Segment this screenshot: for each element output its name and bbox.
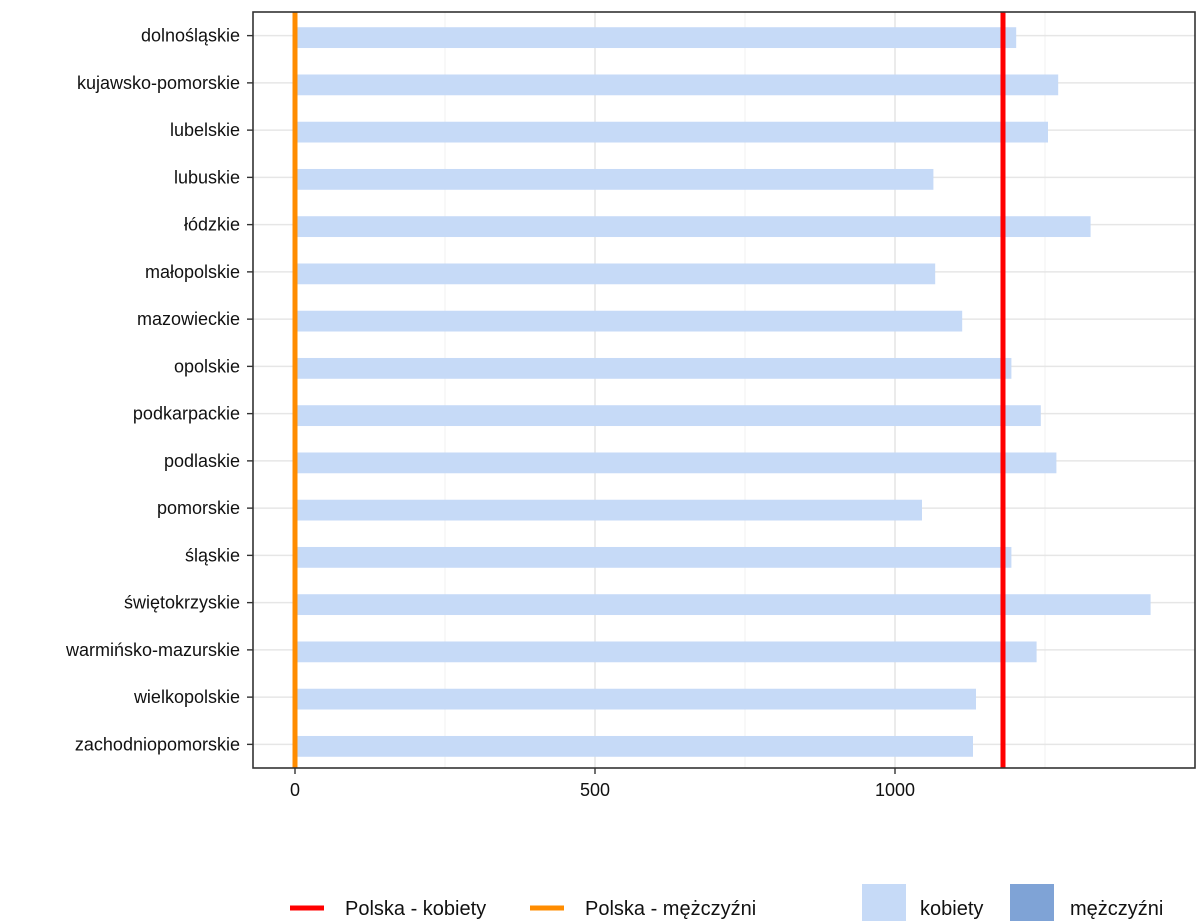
legend-label-polska-mezczyzni: Polska - mężczyźni <box>585 898 756 920</box>
y-tick-label: opolskie <box>174 356 240 376</box>
bar-kobiety-warminsko-mazurskie <box>295 641 1037 663</box>
legend-label-mezczyzni: mężczyźni <box>1070 898 1163 920</box>
bar-kobiety-lubuskie <box>295 168 934 190</box>
y-tick-label: podlaskie <box>164 451 240 471</box>
legend-swatch-kobiety <box>862 884 906 921</box>
y-tick-label: lubuskie <box>174 167 240 187</box>
y-tick-label: lubelskie <box>170 120 240 140</box>
bar-kobiety-podlaskie <box>295 452 1057 474</box>
y-tick-label: mazowieckie <box>137 309 240 329</box>
bar-kobiety-swietokrzyskie <box>295 594 1151 616</box>
bar-kobiety-podkarpackie <box>295 405 1041 427</box>
y-tick-label: świętokrzyskie <box>124 593 240 613</box>
bar-kobiety-wielkopolskie <box>295 688 976 710</box>
panel-border <box>252 11 1196 769</box>
y-tick-label: wielkopolskie <box>133 687 240 707</box>
legend: Polska - kobiety Polska - mężczyźni kobi… <box>290 884 1163 921</box>
legend-label-polska-kobiety: Polska - kobiety <box>345 898 486 920</box>
reference-lines <box>292 12 1006 768</box>
bar-kobiety-dolnoslaskie <box>295 27 1017 49</box>
bar-kobiety-opolskie <box>295 357 1012 379</box>
y-tick-label: dolnośląskie <box>141 26 240 46</box>
bar-kobiety-mazowieckie <box>295 310 963 332</box>
y-tick-label: zachodniopomorskie <box>75 734 240 754</box>
bars <box>295 27 1151 757</box>
y-tick-label: małopolskie <box>145 262 240 282</box>
legend-label-kobiety: kobiety <box>920 898 983 920</box>
y-axis: dolnośląskie kujawsko-pomorskie lubelskie l… <box>65 26 253 754</box>
x-tick-label: 1000 <box>875 780 915 800</box>
y-tick-label: łódzkie <box>184 215 240 235</box>
y-tick-label: warmińsko-mazurskie <box>65 640 240 660</box>
legend-swatch-mezczyzni <box>1010 884 1054 921</box>
bar-kobiety-malopolskie <box>295 263 936 285</box>
y-tick-label: kujawsko-pomorskie <box>77 73 240 93</box>
bar-kobiety-slaskie <box>295 546 1012 568</box>
x-axis: 0 500 1000 <box>290 768 915 800</box>
bar-kobiety-lodzkie <box>295 216 1091 238</box>
bar-kobiety-pomorskie <box>295 499 922 521</box>
y-tick-label: podkarpackie <box>133 404 240 424</box>
y-tick-label: śląskie <box>185 545 240 565</box>
y-tick-label: pomorskie <box>157 498 240 518</box>
bar-kobiety-zachodniopomorskie <box>295 735 973 757</box>
x-tick-label: 0 <box>290 780 300 800</box>
bar-kobiety-kujawsko-pomorskie <box>295 74 1059 96</box>
bar-kobiety-lubelskie <box>295 121 1048 143</box>
x-tick-label: 500 <box>580 780 610 800</box>
